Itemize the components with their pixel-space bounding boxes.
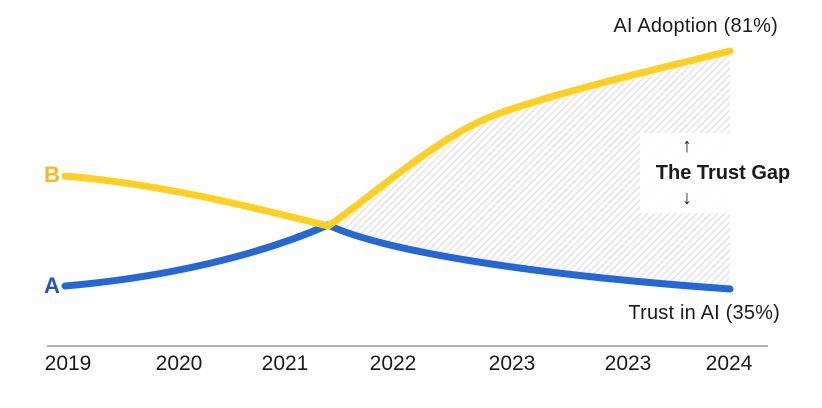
x-tick-2024: 2024	[705, 352, 753, 375]
x-tick-2019: 2019	[44, 352, 92, 375]
arrow-down-icon: ↓	[682, 187, 692, 209]
trust-gap-area	[328, 51, 730, 289]
ai-adoption-line	[61, 47, 734, 230]
trust-gap-label: The Trust Gap	[655, 162, 791, 184]
trust-in-ai-line	[61, 221, 734, 293]
arrow-up-icon: ↑	[682, 135, 692, 157]
x-tick-2023-b: 2023	[604, 352, 652, 375]
x-tick-2021: 2021	[261, 352, 309, 375]
trust-gap-annotation: ↑ The Trust Gap ↓	[640, 133, 806, 213]
series-b-label: B	[44, 162, 60, 187]
x-tick-2023: 2023	[488, 352, 536, 375]
ai-adoption-end-label: AI Adoption (81%)	[613, 15, 778, 37]
x-tick-2020: 2020	[155, 352, 203, 375]
x-axis: 2019 2020 2021 2022 2023 2023 2024	[0, 352, 822, 380]
series-a-label: A	[44, 273, 60, 298]
trust-in-ai-end-label: Trust in AI (35%)	[628, 302, 780, 324]
x-tick-2022: 2022	[369, 352, 417, 375]
